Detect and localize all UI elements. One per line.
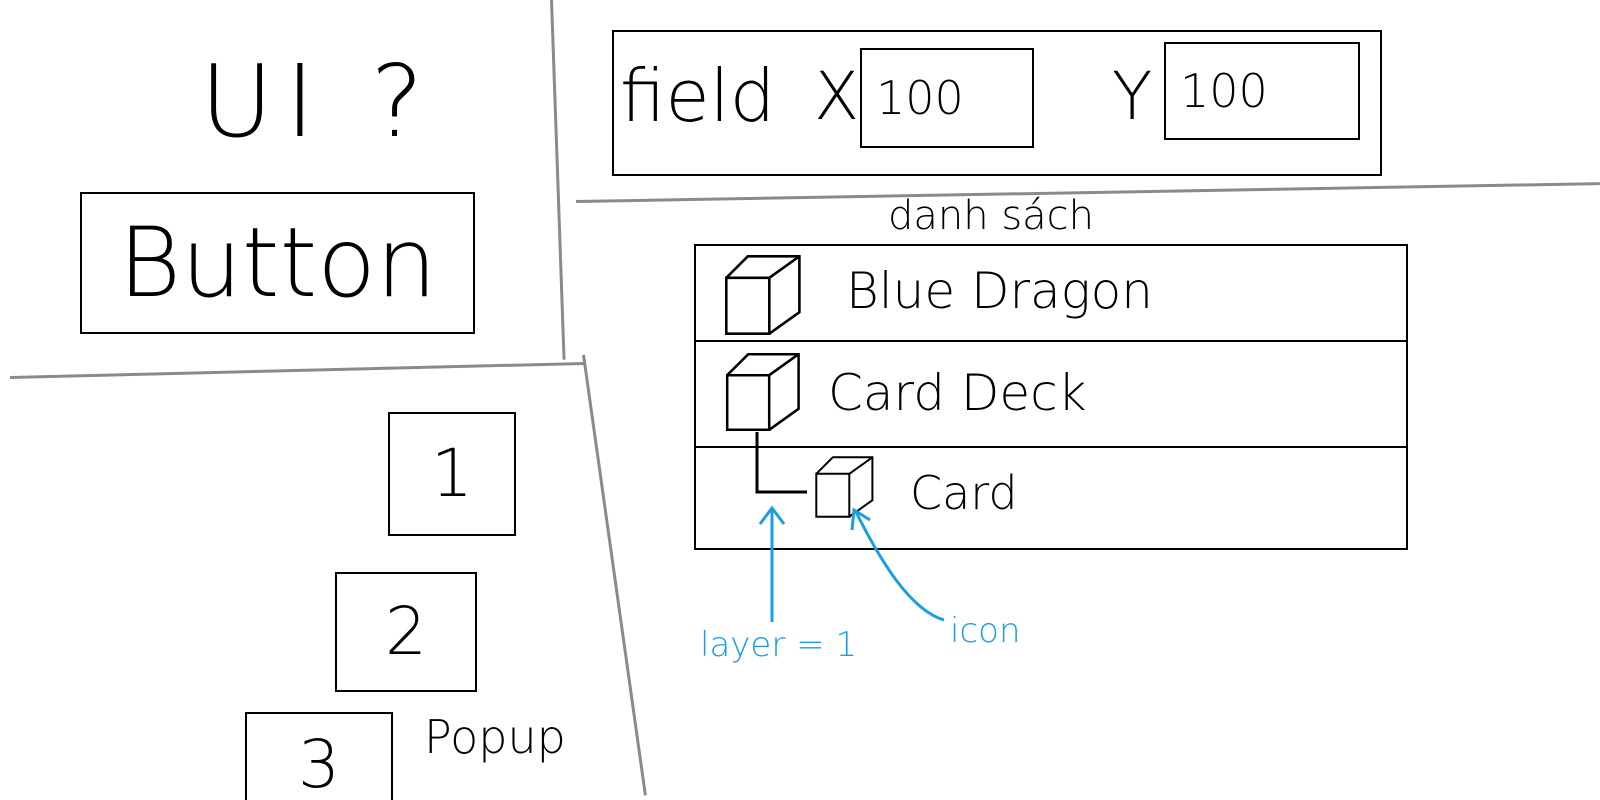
divider-vertical-bottom (582, 354, 647, 796)
cube-icon (725, 255, 801, 335)
tree-row-label: Card Deck (828, 364, 1087, 422)
x-input[interactable] (860, 48, 1034, 148)
annotation-layer: layer = 1 (700, 625, 858, 665)
list-title: danh sách (888, 193, 1095, 239)
popup-item-3-label: 3 (298, 726, 340, 800)
field-panel: field X Y (612, 30, 1382, 176)
popup-item-1[interactable]: 1 (388, 412, 516, 536)
tree-row-card-deck[interactable]: Card Deck (696, 342, 1406, 448)
tree-connector (755, 432, 807, 494)
x-label: X (814, 58, 860, 135)
popup-item-2-label: 2 (385, 593, 427, 670)
cube-icon (725, 352, 800, 432)
cube-icon (815, 456, 874, 518)
popup-label: Popup (424, 710, 566, 764)
y-label: Y (1112, 58, 1153, 135)
divider-vertical-top (550, 0, 566, 360)
tree-list: Blue Dragon Card Deck Card (694, 244, 1408, 550)
divider-horizontal-left (10, 361, 585, 379)
popup-item-2[interactable]: 2 (335, 572, 477, 692)
tree-row-card[interactable]: Card (696, 432, 1406, 548)
field-label: field (620, 54, 776, 138)
popup-item-3[interactable]: 3 (245, 712, 393, 800)
tree-row-blue-dragon[interactable]: Blue Dragon (696, 246, 1406, 342)
page-title: UI ? (200, 43, 436, 160)
main-button[interactable]: Button (80, 192, 475, 334)
tree-row-label: Card (910, 466, 1018, 520)
popup-item-1-label: 1 (431, 435, 473, 512)
main-button-label: Button (118, 207, 437, 319)
y-input[interactable] (1164, 42, 1360, 140)
annotation-icon: icon (950, 611, 1021, 651)
tree-row-label: Blue Dragon (846, 262, 1153, 320)
